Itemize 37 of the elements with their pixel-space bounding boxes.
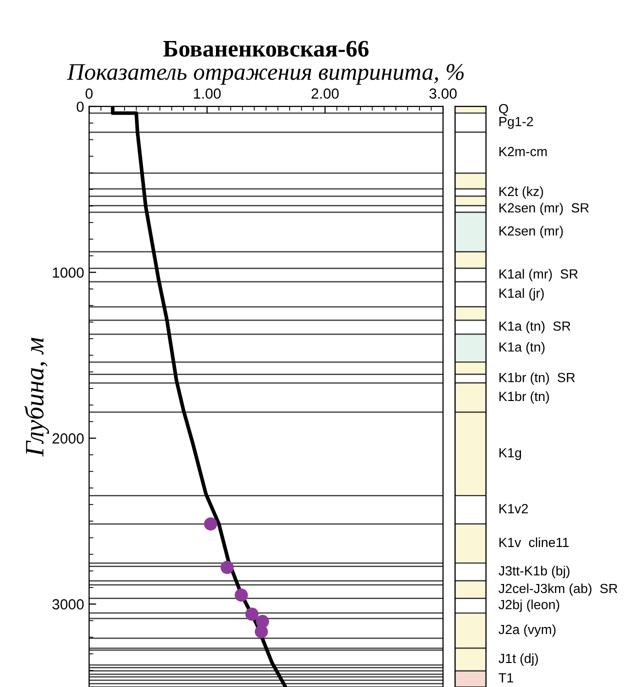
series-label: K1a (tn)	[499, 342, 545, 354]
x-tick-label: 3.00	[429, 88, 457, 99]
series-label: K2sen (mr)	[499, 226, 563, 238]
series-label: J2a (vym)	[498, 624, 556, 637]
point	[220, 560, 234, 574]
series-label: T1	[498, 673, 514, 682]
point	[204, 517, 218, 531]
series-label: K2t (kz)	[499, 186, 544, 199]
series-label: K1br (tn) SR	[499, 372, 575, 385]
series-label: J2bj (leon)	[498, 600, 560, 612]
x-axis-title: Показатель отражения витринита, %	[66, 64, 464, 85]
series-label: K1al (jr)	[499, 288, 544, 300]
x-tick-label: 0	[86, 88, 93, 99]
series-label: K1v cline11	[499, 537, 569, 548]
y-tick-label: 3000	[52, 599, 84, 610]
series-label: K1br (tn)	[499, 391, 549, 404]
series-label: J3tt-K1b (bj)	[498, 566, 570, 578]
series-label: K1v2	[499, 504, 528, 514]
series-label: K1g	[499, 448, 522, 460]
series-label: J1t (dj)	[498, 653, 538, 666]
series-label: K1a (tn) SR	[499, 321, 570, 334]
y-tick-label: 0	[76, 102, 84, 112]
y-tick-label: 1000	[52, 267, 84, 278]
series-label: K1al (mr) SR	[499, 268, 578, 282]
series-label: Q	[499, 104, 508, 116]
series-label: K2sen (mr) SR	[499, 202, 589, 216]
x-tick-label: 1.00	[194, 88, 221, 99]
series-label: K2m-cm	[499, 146, 547, 156]
x-tick-label: 2.00	[312, 88, 339, 99]
point	[245, 608, 259, 621]
y-tick-label: 2000	[52, 433, 84, 444]
y-axis-title: Глубина, м	[24, 338, 50, 457]
series-label: J2cel-J3km (ab) SR	[498, 583, 618, 596]
chart-title: Бованенковская-66	[163, 40, 369, 57]
point	[234, 588, 248, 602]
point	[254, 625, 268, 638]
series-label: Pg1-2	[499, 116, 533, 129]
